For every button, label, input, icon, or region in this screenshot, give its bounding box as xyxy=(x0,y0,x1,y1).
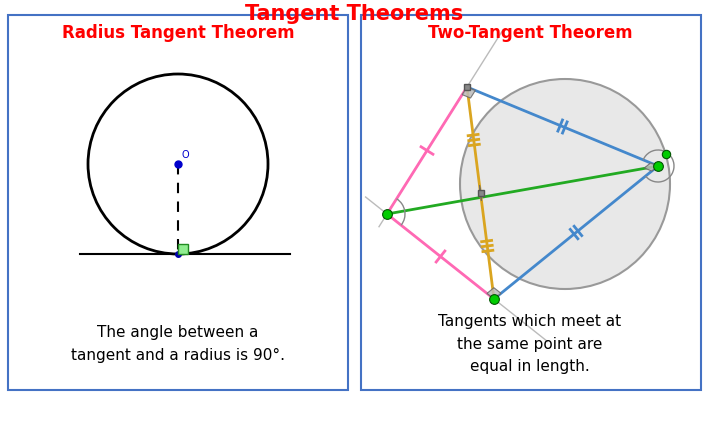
Polygon shape xyxy=(462,87,475,98)
Circle shape xyxy=(460,79,670,289)
Bar xyxy=(361,15,701,390)
Bar xyxy=(8,15,348,390)
Circle shape xyxy=(88,74,268,254)
Text: Tangent Theorems: Tangent Theorems xyxy=(245,4,464,24)
Text: Tangents which meet at
the same point are
equal in length.: Tangents which meet at the same point ar… xyxy=(438,314,622,374)
Text: The angle between a
tangent and a radius is 90°.: The angle between a tangent and a radius… xyxy=(71,325,285,362)
Polygon shape xyxy=(644,163,658,171)
Polygon shape xyxy=(487,288,501,299)
Text: Two-Tangent Theorem: Two-Tangent Theorem xyxy=(428,24,632,42)
Text: Radius Tangent Theorem: Radius Tangent Theorem xyxy=(62,24,294,42)
Text: O: O xyxy=(182,150,189,160)
Bar xyxy=(178,244,188,254)
Polygon shape xyxy=(479,185,481,201)
